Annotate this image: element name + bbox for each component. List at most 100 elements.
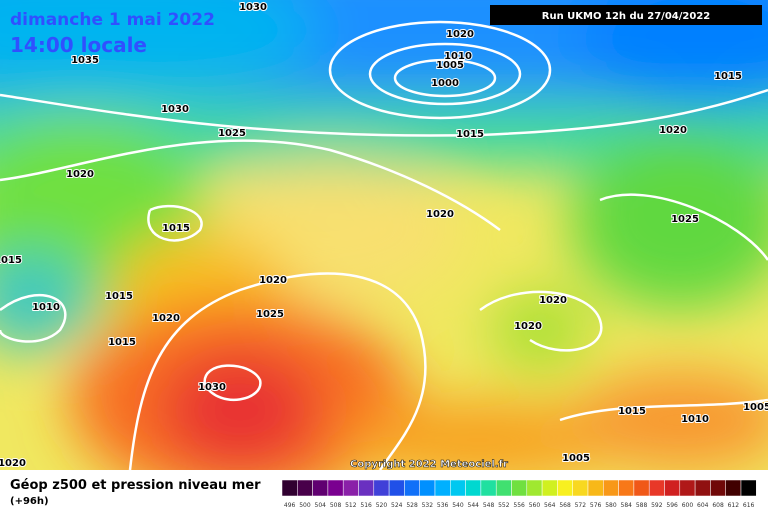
footer-title: Géop z500 et pression niveau mer [10, 478, 261, 493]
scale-label: 528 [406, 502, 418, 509]
scale-swatch [679, 479, 696, 497]
scale-swatch [342, 479, 359, 497]
scale-swatch [557, 479, 573, 497]
scale-swatch [511, 479, 528, 497]
isobar-label: 1015 [714, 71, 742, 82]
scale-swatch [633, 479, 650, 497]
scale-label: 584 [621, 502, 633, 509]
scale-label: 512 [345, 502, 357, 509]
isobar-label: 1005 [436, 60, 464, 71]
time: 14:00 locale [10, 33, 147, 57]
isobar-label: 1015 [108, 337, 136, 348]
scale-swatch [526, 479, 543, 497]
scale-swatch [358, 479, 375, 497]
scale-label: 516 [360, 502, 372, 509]
scale-label: 604 [697, 502, 709, 509]
copyright: Copyright 2022 Meteociel.fr [350, 459, 508, 470]
scale-label: 612 [728, 502, 740, 509]
isobar-label: 1035 [71, 55, 99, 66]
isobar-label: 1020 [446, 29, 474, 40]
scale-label: 568 [559, 502, 571, 509]
scale-label: 552 [498, 502, 510, 509]
isobar-label: 1020 [0, 458, 26, 469]
scale-label: 616 [743, 502, 755, 509]
isobar-label: 1030 [239, 2, 267, 13]
isobar-label: 1000 [431, 78, 459, 89]
scale-label: 548 [483, 502, 495, 509]
run-info: Run UKMO 12h du 27/04/2022 [542, 11, 711, 22]
isobar-label: 1015 [0, 255, 22, 266]
scale-swatch [297, 479, 313, 497]
scale-label: 560 [529, 502, 541, 509]
scale-swatch [664, 479, 681, 497]
isobar-label: 1015 [456, 129, 484, 140]
scale-label: 572 [575, 502, 587, 509]
scale-swatch [740, 479, 757, 497]
isobar-label: 1025 [671, 214, 699, 225]
scale-label: 500 [299, 502, 311, 509]
scale-label: 564 [544, 502, 556, 509]
scale-swatch [710, 479, 726, 497]
isobar-label: 1030 [161, 104, 189, 115]
isobar-label: 1005 [743, 402, 768, 413]
scale-label: 580 [605, 502, 617, 509]
isobar-label: 1020 [659, 125, 687, 136]
scale-swatch [327, 479, 344, 497]
scale-label: 536 [437, 502, 449, 509]
isobar-label: 1020 [426, 209, 454, 220]
scale-swatch [388, 479, 405, 497]
scale-label: 556 [513, 502, 525, 509]
scale-swatch [587, 479, 604, 497]
scale-swatch [465, 479, 482, 497]
isobar-label: 1015 [618, 406, 646, 417]
scale-label: 520 [376, 502, 388, 509]
isobar-label: 1020 [66, 169, 94, 180]
isobar-label: 1015 [162, 223, 190, 234]
scale-swatch [450, 479, 466, 497]
scale-label: 508 [330, 502, 342, 509]
scale-swatch [572, 479, 589, 497]
scale-swatch [541, 479, 558, 497]
isobar-label: 1025 [256, 309, 284, 320]
scale-label: 532 [422, 502, 434, 509]
scale-swatch [495, 479, 512, 497]
scale-label: 540 [452, 502, 464, 509]
scale-swatch [419, 479, 436, 497]
scale-label: 524 [391, 502, 403, 509]
isobar-label: 1010 [444, 51, 472, 62]
scale-swatch [603, 479, 619, 497]
scale-label: 496 [284, 502, 296, 509]
isobar-label: 1015 [105, 291, 133, 302]
scale-swatch [373, 479, 390, 497]
isobar-label: 1030 [198, 382, 226, 393]
field [0, 0, 768, 470]
scale-swatch [725, 479, 742, 497]
scale-label: 504 [315, 502, 327, 509]
scale-swatch [434, 479, 451, 497]
isobar-label: 1020 [514, 321, 542, 332]
date: dimanche 1 mai 2022 [10, 10, 215, 30]
scale-swatch [648, 479, 665, 497]
isobar-label: 1010 [32, 302, 60, 313]
scale-swatch [312, 479, 329, 497]
scale-label: 592 [651, 502, 663, 509]
isobar-label: 1010 [681, 414, 709, 425]
run-box [490, 5, 762, 25]
scale-swatch [618, 479, 635, 497]
scale-swatch [404, 479, 420, 497]
isobar-label: 1020 [152, 313, 180, 324]
isobar-label: 1020 [539, 295, 567, 306]
footer-subtitle: (+96h) [10, 496, 49, 507]
scale-label: 588 [636, 502, 648, 509]
scale-label: 608 [712, 502, 724, 509]
scale-label: 600 [682, 502, 694, 509]
scale-swatch [281, 479, 298, 497]
scale-label: 596 [666, 502, 678, 509]
scale-swatch [694, 479, 711, 497]
isobar-label: 1020 [259, 275, 287, 286]
isobar-label: 1005 [562, 453, 590, 464]
isobar-label: 1025 [218, 128, 246, 139]
scale-swatch [480, 479, 497, 497]
